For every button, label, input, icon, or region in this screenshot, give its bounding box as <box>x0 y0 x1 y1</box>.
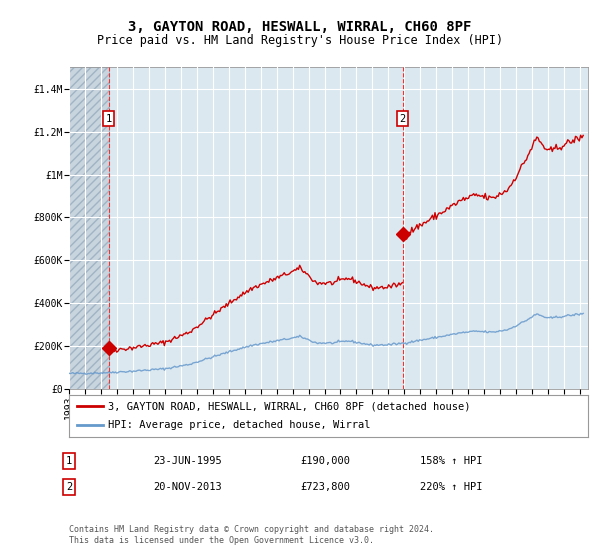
Text: HPI: Average price, detached house, Wirral: HPI: Average price, detached house, Wirr… <box>108 421 370 431</box>
Text: 3, GAYTON ROAD, HESWALL, WIRRAL, CH60 8PF (detached house): 3, GAYTON ROAD, HESWALL, WIRRAL, CH60 8P… <box>108 401 470 411</box>
Text: 2: 2 <box>400 114 406 124</box>
Bar <box>69 67 109 389</box>
Text: Contains HM Land Registry data © Crown copyright and database right 2024.
This d: Contains HM Land Registry data © Crown c… <box>69 525 434 545</box>
Text: £723,800: £723,800 <box>300 482 350 492</box>
Text: 23-JUN-1995: 23-JUN-1995 <box>153 456 222 466</box>
Text: Price paid vs. HM Land Registry's House Price Index (HPI): Price paid vs. HM Land Registry's House … <box>97 34 503 46</box>
Text: 1: 1 <box>66 456 72 466</box>
Text: 3, GAYTON ROAD, HESWALL, WIRRAL, CH60 8PF: 3, GAYTON ROAD, HESWALL, WIRRAL, CH60 8P… <box>128 20 472 34</box>
Text: £190,000: £190,000 <box>300 456 350 466</box>
Text: 20-NOV-2013: 20-NOV-2013 <box>153 482 222 492</box>
Bar <box>69 67 109 389</box>
Text: 220% ↑ HPI: 220% ↑ HPI <box>420 482 482 492</box>
Text: 2: 2 <box>66 482 72 492</box>
Text: 158% ↑ HPI: 158% ↑ HPI <box>420 456 482 466</box>
Text: 1: 1 <box>106 114 112 124</box>
